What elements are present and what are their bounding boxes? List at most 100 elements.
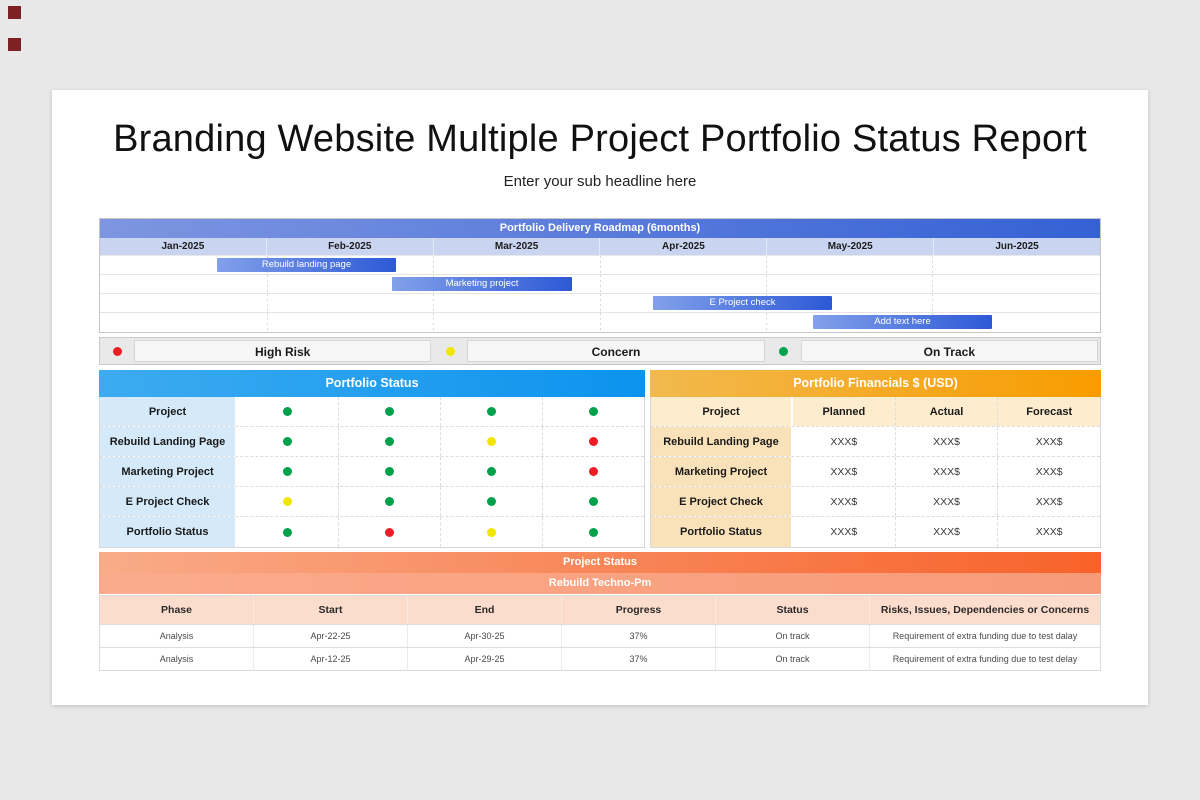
planned-value: XXX$ (793, 457, 896, 486)
tables-section: Portfolio Status Project Rebuild Landing… (99, 370, 1101, 548)
financials-header-planned: Planned (793, 397, 896, 426)
financials-row-e-project-check: E Project Check XXX$ XXX$ XXX$ (651, 487, 1101, 517)
project-name: Portfolio Status (651, 517, 793, 547)
progress-cell: 37% (562, 648, 716, 670)
status-dot-icon (589, 437, 598, 446)
actual-value: XXX$ (895, 487, 999, 516)
planned-value: XXX$ (793, 427, 896, 456)
status-row-rebuild-landing-page: Rebuild Landing Page (100, 427, 644, 457)
status-project-header: Project (100, 397, 237, 426)
financials-header-actual: Actual (895, 397, 999, 426)
status-dot-icon (385, 467, 394, 476)
gantt-row-1: Rebuild landing page (100, 256, 1100, 275)
project-name: Marketing Project (651, 457, 793, 486)
phase-row-1: Analysis Apr-22-25 Apr-30-25 37% On trac… (100, 624, 1100, 647)
status-dot-icon (487, 407, 496, 416)
status-dot-icon (487, 467, 496, 476)
gantt-row-3: E Project check (100, 294, 1100, 313)
legend-concern: Concern (433, 338, 766, 364)
financials-header-project: Project (651, 397, 793, 426)
gantt-bar-add-text-here: Add text here (813, 315, 992, 329)
red-marker-square-bottom (8, 38, 21, 51)
status-dot-icon (487, 497, 496, 506)
project-name: E Project Check (100, 487, 237, 516)
roadmap-title: Portfolio Delivery Roadmap (6months) (100, 219, 1100, 238)
status-dot-icon (385, 527, 394, 537)
project-status-banner: Project Status (99, 552, 1101, 573)
phase-table-header: Phase Start End Progress Status Risks, I… (100, 596, 1100, 624)
legend-label-concern: Concern (467, 340, 765, 362)
project-name: Rebuild Landing Page (100, 427, 237, 456)
portfolio-roadmap: Portfolio Delivery Roadmap (6months) Jan… (99, 218, 1101, 333)
rebuild-techno-pm-banner: Rebuild Techno-Pm (99, 573, 1101, 594)
financials-header-row: Project Planned Actual Forecast (651, 397, 1101, 427)
status-dot-icon (385, 497, 394, 506)
gantt-bar-rebuild-landing-page: Rebuild landing page (217, 258, 396, 272)
red-marker-square-top (8, 6, 21, 19)
risks-header: Risks, Issues, Dependencies or Concerns (880, 604, 1090, 616)
status-dot-icon (283, 407, 292, 416)
status-dot-icon (385, 407, 394, 416)
roadmap-month-header: Jan-2025 Feb-2025 Mar-2025 Apr-2025 May-… (100, 238, 1100, 256)
forecast-value: XXX$ (998, 457, 1101, 486)
phase-cell: Analysis (100, 625, 254, 647)
project-name: Portfolio Status (100, 517, 237, 547)
financials-header-forecast: Forecast (998, 397, 1101, 426)
risks-cell: Requirement of extra funding due to test… (892, 631, 1078, 641)
status-dot-icon (589, 407, 598, 416)
actual-value: XXX$ (895, 427, 999, 456)
phase-header: Phase (100, 596, 254, 624)
actual-value: XXX$ (895, 517, 999, 547)
planned-value: XXX$ (793, 487, 896, 516)
portfolio-financials-table: Portfolio Financials $ (USD) Project Pla… (650, 370, 1101, 548)
gantt-bar-e-project-check: E Project check (653, 296, 832, 310)
phase-row-2: Analysis Apr-12-25 Apr-29-25 37% On trac… (100, 647, 1100, 670)
slide-content: Portfolio Delivery Roadmap (6months) Jan… (99, 218, 1101, 671)
start-cell: Apr-22-25 (254, 625, 408, 647)
status-dot-icon (283, 527, 292, 537)
project-name: Marketing Project (100, 457, 237, 486)
status-dot-icon (589, 497, 598, 506)
end-cell: Apr-29-25 (408, 648, 562, 670)
progress-cell: 37% (562, 625, 716, 647)
status-legend: High Risk Concern On Track (99, 337, 1101, 365)
month-apr: Apr-2025 (600, 238, 768, 255)
slide: Branding Website Multiple Project Portfo… (52, 90, 1148, 705)
status-row-portfolio-status: Portfolio Status (100, 517, 644, 547)
legend-high-risk: High Risk (100, 338, 433, 364)
status-cell: On track (716, 648, 870, 670)
status-dot-icon (589, 467, 598, 476)
start-header: Start (254, 596, 408, 624)
start-cell: Apr-12-25 (254, 648, 408, 670)
project-name: E Project Check (651, 487, 793, 516)
status-dot-icon (385, 437, 394, 446)
legend-label-high-risk: High Risk (134, 340, 432, 362)
financials-row-portfolio-status: Portfolio Status XXX$ XXX$ XXX$ (651, 517, 1101, 547)
risks-cell: Requirement of extra funding due to test… (892, 654, 1078, 664)
status-header-row: Project (100, 397, 644, 427)
forecast-value: XXX$ (998, 517, 1101, 547)
high-risk-dot-icon (112, 346, 122, 356)
page-subtitle: Enter your sub headline here (503, 173, 697, 190)
status-header: Status (716, 596, 870, 624)
month-jun: Jun-2025 (995, 241, 1039, 252)
status-dot-icon (283, 437, 292, 446)
status-dot-icon (283, 467, 292, 476)
portfolio-status-title: Portfolio Status (99, 370, 645, 397)
planned-value: XXX$ (793, 517, 896, 547)
status-dot-icon (283, 497, 292, 506)
gantt-row-2: Marketing project (100, 275, 1100, 294)
status-dot-icon (487, 437, 496, 446)
status-cell: On track (716, 625, 870, 647)
end-header: End (408, 596, 562, 624)
month-may: May-2025 (767, 238, 935, 255)
project-name: Rebuild Landing Page (651, 427, 793, 456)
status-dot-icon (589, 527, 598, 537)
legend-on-track: On Track (767, 338, 1100, 364)
month-jan: Jan-2025 (100, 238, 267, 255)
page-title: Branding Website Multiple Project Portfo… (113, 118, 1087, 160)
month-feb: Feb-2025 (267, 238, 434, 255)
portfolio-financials-title: Portfolio Financials $ (USD) (650, 370, 1101, 397)
financials-row-marketing-project: Marketing Project XXX$ XXX$ XXX$ (651, 457, 1101, 487)
on-track-dot-icon (779, 346, 789, 356)
